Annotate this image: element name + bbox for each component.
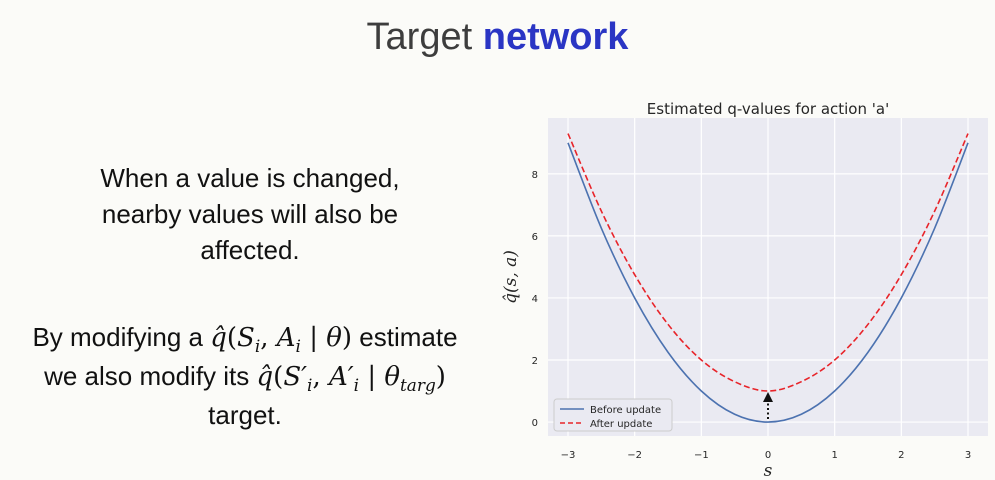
paragraph2-line2-prefix: we also modify its <box>44 361 250 391</box>
formula-q-target: q̂(S′i, A′i | θtarg) <box>256 362 446 395</box>
y-tick-label: 8 <box>532 170 538 181</box>
legend-label-after: After update <box>590 419 652 430</box>
x-tick-labels: −3 −2 −1 0 1 2 3 <box>561 450 972 461</box>
title-main: Target <box>366 16 473 58</box>
x-tick-label: 2 <box>898 450 904 461</box>
x-axis-label: s <box>764 461 773 480</box>
x-tick-label: 0 <box>765 450 771 461</box>
paragraph2-line1-suffix: estimate <box>359 322 458 352</box>
legend: Before update After update <box>553 398 673 432</box>
paragraph2-line1: By modifying a q̂(Si, Ai | θ) estimate <box>0 318 490 357</box>
series-line-before-update <box>567 142 969 423</box>
y-tick-label: 6 <box>532 232 538 243</box>
x-tick-label: 3 <box>965 450 971 461</box>
x-tick-label: −2 <box>627 450 642 461</box>
paragraph2-line1-prefix: By modifying a <box>32 322 203 352</box>
legend-label-before: Before update <box>590 405 661 416</box>
y-axis-label: q̂(s, a) <box>501 250 521 304</box>
q-value-chart: Estimated q-values for action 'a' −3 −2 −1… <box>501 100 988 480</box>
legend-box <box>553 398 673 432</box>
slide-title: Target network <box>0 14 995 60</box>
formula-q-estimate: q̂(Si, Ai | θ) <box>210 323 353 356</box>
x-tick-label: 1 <box>831 450 837 461</box>
arrow-head <box>763 392 773 403</box>
paragraph-nearby-values: When a value is changed, nearby values w… <box>100 163 400 265</box>
paragraph2-line2: we also modify its q̂(S′i, A′i | θtarg) <box>0 357 490 396</box>
y-tick-label: 0 <box>532 418 538 429</box>
paragraph2-line3: target. <box>208 400 282 430</box>
y-tick-labels: 0 2 4 6 8 <box>532 170 538 429</box>
title-accent: network <box>482 16 629 58</box>
series-lines <box>567 133 969 423</box>
chart-title: Estimated q-values for action 'a' <box>647 100 889 118</box>
y-tick-label: 4 <box>532 294 538 305</box>
x-tick-label: −3 <box>561 450 576 461</box>
x-tick-label: −1 <box>694 450 709 461</box>
paragraph-target-modification: By modifying a q̂(Si, Ai | θ) estimate w… <box>0 318 490 434</box>
y-tick-label: 2 <box>532 356 538 367</box>
update-arrow <box>763 392 773 420</box>
series-line-after-update <box>567 133 969 392</box>
